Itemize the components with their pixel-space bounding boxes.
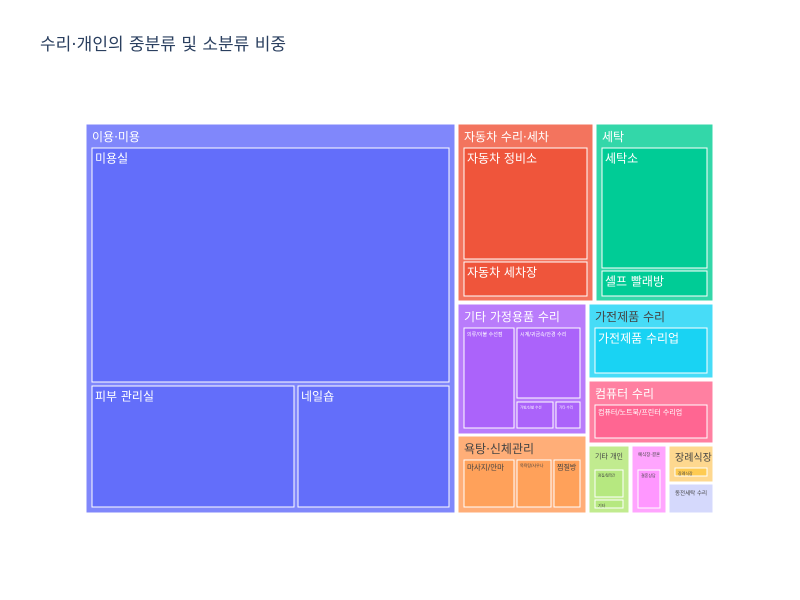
treemap-leaf-label: 피부 관리실 — [95, 389, 154, 403]
treemap-leaf-label: 네일숍 — [301, 389, 334, 403]
chart-title: 수리·개인의 중분류 및 소분류 비중 — [40, 35, 286, 55]
treemap-leaf-label: 의류/이불 수선점 — [467, 331, 502, 338]
treemap-leaf-1-1[interactable] — [463, 261, 588, 297]
treemap-group-9[interactable] — [668, 445, 714, 483]
treemap-leaf-3-3[interactable] — [555, 401, 581, 429]
treemap-leaf-3-0[interactable] — [463, 327, 515, 429]
treemap-leaf-label: 가방/신발 수선 — [520, 404, 542, 409]
treemap-leaf-label: 마사지/안마 — [467, 462, 504, 472]
treemap-leaf-label: 컴퓨터/노트북/프린터 수리업 — [598, 408, 682, 417]
treemap-leaf-label: 찜질방 — [557, 463, 577, 472]
treemap-leaf-4-0[interactable] — [594, 327, 708, 374]
treemap-leaf-5-1[interactable] — [516, 459, 552, 508]
treemap-leaf-label: 기타 수리 — [559, 404, 573, 409]
treemap-leaf-label: 가전제품 수리업 — [598, 331, 679, 345]
treemap-leaf-label: 점집/철학관 — [598, 472, 616, 477]
treemap-group-label: 장례식장 — [675, 452, 712, 464]
treemap-leaf-label: 세탁소 — [605, 151, 638, 165]
treemap-leaf-6-0[interactable] — [594, 404, 708, 439]
treemap-group-label: 욕탕·신체관리 — [464, 442, 534, 456]
treemap-leaf-label: 기타 — [598, 502, 606, 508]
treemap-leaf-3-2[interactable] — [516, 401, 554, 429]
treemap-leaf-label: 셀프 빨래방 — [605, 274, 664, 288]
treemap-leaf-0-0[interactable] — [91, 147, 450, 383]
treemap-group-label: 가전제품 수리 — [595, 310, 665, 324]
treemap-group-label: 동전세탁 수리 — [675, 489, 707, 497]
treemap-leaf-label: 미용실 — [95, 151, 128, 165]
treemap-leaf-9-0[interactable] — [674, 467, 708, 477]
treemap-leaf-2-0[interactable] — [601, 147, 708, 269]
treemap-leaf-0-1[interactable] — [91, 385, 295, 508]
treemap-leaf-8-0[interactable] — [637, 469, 661, 509]
treemap-group-label: 세탁 — [602, 130, 624, 144]
treemap-leaf-3-1[interactable] — [516, 327, 581, 399]
treemap-leaf-5-2[interactable] — [553, 459, 581, 508]
treemap-leaf-label: 목욕탕/사우나 — [520, 462, 544, 468]
treemap-leaf-5-0[interactable] — [463, 459, 515, 508]
treemap-leaf-0-2[interactable] — [297, 385, 450, 508]
treemap-leaf-7-1[interactable] — [594, 499, 624, 509]
treemap-group-10[interactable] — [668, 483, 714, 514]
treemap-leaf-label: 시계/귀금속/안경 수리 — [520, 331, 566, 338]
treemap-leaf-2-1[interactable] — [601, 270, 708, 297]
treemap-group-label: 자동차 수리·세차 — [464, 130, 549, 144]
treemap-leaf-label: 결혼상담 — [641, 472, 656, 478]
treemap-group-label: 이용·미용 — [92, 130, 140, 144]
treemap-group-label: 예식장·결혼 — [638, 451, 660, 458]
treemap-leaf-1-0[interactable] — [463, 147, 588, 260]
treemap-leaf-label: 자동차 세차장 — [467, 265, 537, 279]
treemap-group-label: 기타 가정용품 수리 — [464, 310, 560, 324]
treemap-leaf-label: 자동차 정비소 — [467, 151, 537, 165]
treemap-leaf-7-0[interactable] — [594, 469, 624, 498]
treemap-group-label: 기타 개인 — [595, 451, 623, 460]
treemap-group-label: 컴퓨터 수리 — [595, 387, 654, 401]
treemap-leaf-label: 장례식장 — [678, 470, 693, 476]
